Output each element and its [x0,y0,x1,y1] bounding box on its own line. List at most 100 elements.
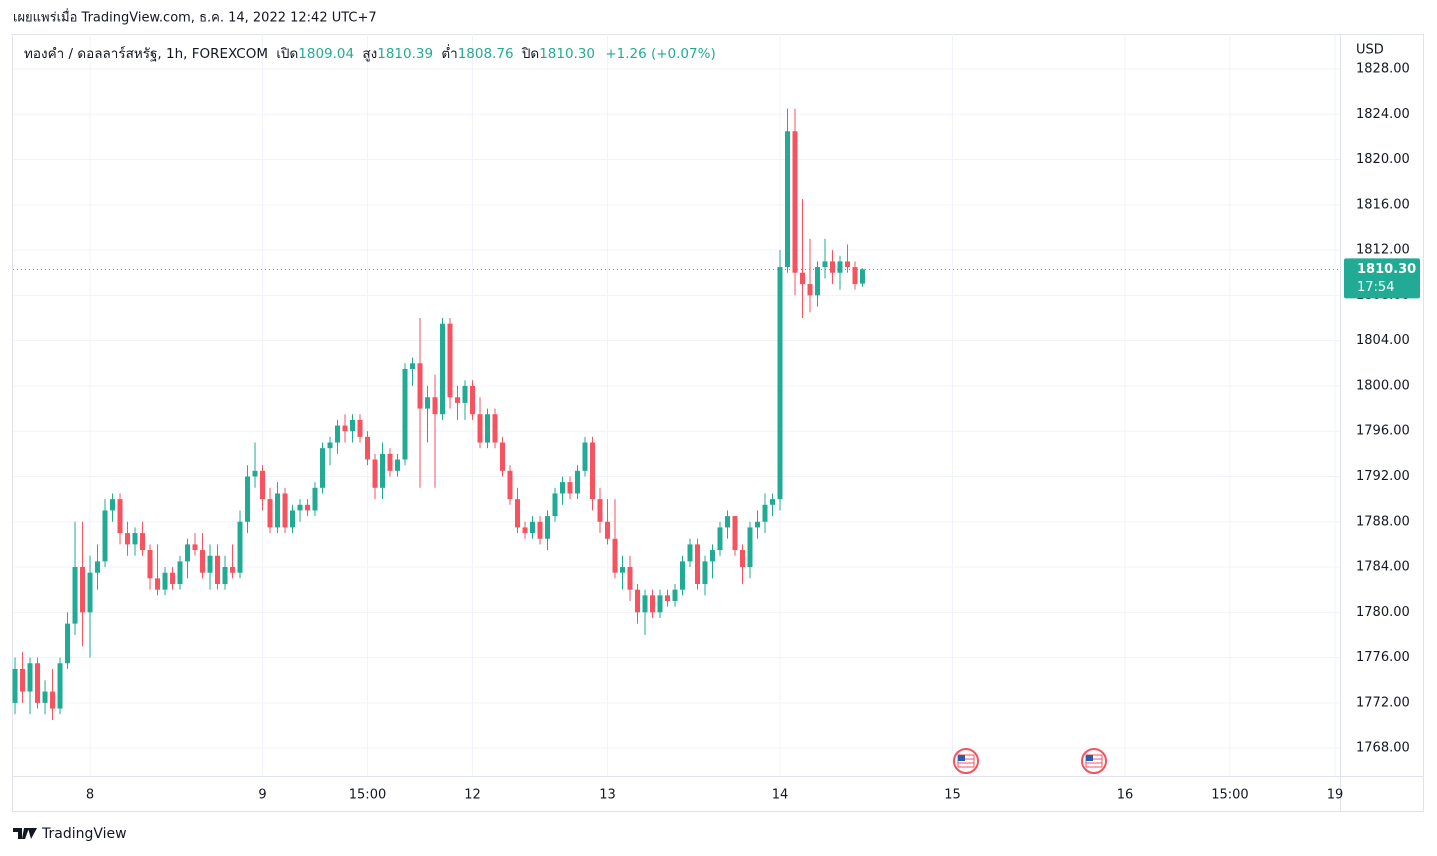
candle-body [657,595,663,613]
countdown: 17:54 [1357,280,1394,295]
attribution: เผยแพร่เมื่อ TradingView.com, ธ.ค. 14, 2… [13,9,377,26]
close-label: ปิด [521,46,539,62]
candle-body [260,470,266,500]
candle-body [87,572,93,613]
candle-body [694,544,700,585]
candle-body [222,567,228,585]
x-tick-label: 8 [86,788,94,803]
candle-body [267,499,273,528]
currency: USD [1356,43,1384,58]
candle-body [230,567,236,573]
candle-body [147,550,153,579]
candle-body [837,261,843,273]
candle-body [492,414,498,443]
candle-body [335,425,341,443]
candle-body [237,521,243,573]
candle-body [402,368,408,460]
last-price-label: 1810.30 [1357,262,1416,277]
candle-body [440,323,446,415]
candle-body [350,419,356,432]
candle-body [117,499,123,534]
y-tick-label: 1768.00 [1356,741,1410,756]
candle-body [507,470,513,500]
candle-body [672,589,678,601]
candle-body [582,442,588,471]
x-tick-label: 9 [258,788,266,803]
candle-body [245,476,251,522]
candle-body [125,533,131,545]
candle-body [275,493,281,528]
last-price-box [1344,258,1420,299]
candle-body [155,578,161,590]
candle-body [739,550,745,568]
candle-body [500,442,506,471]
candle-body [185,544,191,562]
candle-body [27,663,33,692]
candle-body [110,499,116,511]
candle-body [42,691,48,703]
change: +1.26 (+0.07%) [605,46,715,62]
event-icon[interactable] [1081,748,1107,774]
candle-body [575,470,581,494]
candle-body [132,533,138,545]
candle-body [327,442,333,449]
candle-body [515,499,521,528]
x-tick-label: 15:00 [1211,788,1248,803]
x-tick-label: 15:00 [349,788,386,803]
candle-body [57,663,63,709]
candle-body [859,269,865,284]
frame [12,34,1424,812]
candle-body [470,385,476,415]
candle-body [635,589,641,613]
candle-body [814,267,820,296]
y-tick-label: 1776.00 [1356,650,1410,665]
brand[interactable]: TradingView [41,826,127,842]
candle-body [799,272,805,285]
legend: ทองคำ / ดอลลาร์สหรัฐ, 1h, FOREXCOM เปิด1… [24,44,716,62]
x-tick-label: 19 [1327,788,1344,803]
y-tick-label: 1828.00 [1356,61,1410,76]
candle-body [852,267,858,285]
candle-body [192,544,198,551]
high-value: 1810.39 [377,46,433,62]
candle-body [650,595,656,613]
candle-body [627,567,633,590]
candle-body [687,544,693,562]
candle-body [784,131,790,268]
candle-body [552,493,558,517]
candle-body [620,567,626,573]
open-label: เปิด [276,46,298,62]
candle-body [320,448,326,488]
candle-body [702,561,708,585]
event-icon[interactable] [953,748,979,774]
candle-body [777,267,783,500]
candle-body [387,453,393,471]
candle-body [822,261,828,268]
y-tick-label: 1824.00 [1356,107,1410,122]
y-tick-label: 1784.00 [1356,560,1410,575]
brand-logo[interactable]: TradingView [13,826,127,842]
low-value: 1808.76 [458,46,514,62]
y-tick-label: 1792.00 [1356,469,1410,484]
candle-body [425,397,431,409]
candle-body [365,436,371,460]
y-tick-label: 1820.00 [1356,152,1410,167]
candle-body [417,363,423,409]
candle-body [20,668,26,692]
candle-body [717,527,723,551]
candle-body [297,504,303,511]
candle-body [305,504,311,511]
candle-body [597,499,603,522]
candle-body [665,595,671,601]
candle-body [290,510,296,528]
candle-body [724,516,730,528]
candle-body [844,261,850,268]
candle-body [50,691,56,709]
candle-body [102,510,108,562]
candle-body [754,521,760,528]
candle-body [807,284,813,296]
candle-body [95,561,101,573]
open-value: 1809.04 [298,46,354,62]
candle-body [72,567,78,624]
